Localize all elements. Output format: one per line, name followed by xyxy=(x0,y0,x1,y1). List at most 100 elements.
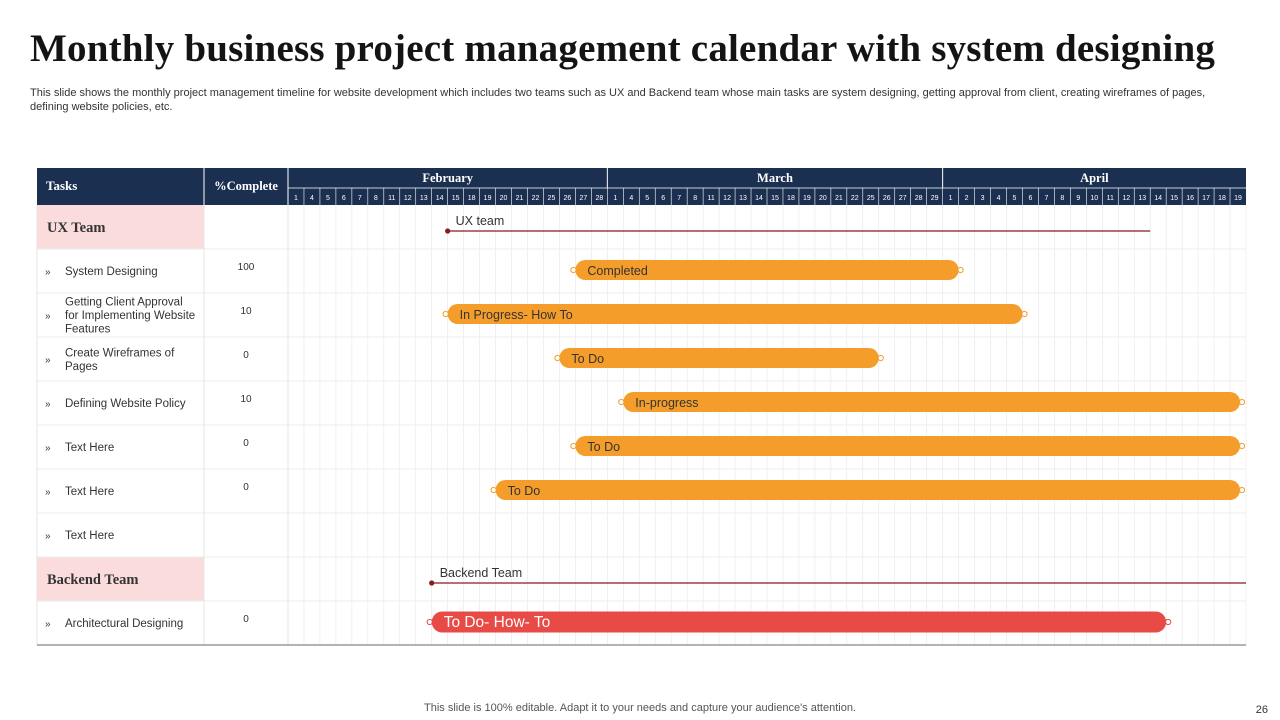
task-bar-end-handle xyxy=(1238,486,1246,494)
day-label: 28 xyxy=(915,195,923,202)
day-label: 27 xyxy=(579,195,587,202)
day-label: 8 xyxy=(693,195,697,202)
task-bar-label: Completed xyxy=(587,264,647,278)
day-label: 19 xyxy=(484,195,492,202)
day-label: 11 xyxy=(388,195,395,202)
day-label: 6 xyxy=(661,195,665,202)
team-timeline-label: Backend Team xyxy=(440,566,522,580)
group-cell-bg xyxy=(37,205,204,249)
day-label: 9 xyxy=(1076,195,1080,202)
day-label: 12 xyxy=(723,195,731,202)
task-bar xyxy=(575,260,959,280)
task-bar xyxy=(431,611,1167,633)
page-number: 26 xyxy=(1255,704,1268,716)
day-label: 18 xyxy=(787,195,795,202)
day-label: 15 xyxy=(1170,195,1178,202)
day-label: 25 xyxy=(548,195,556,202)
day-label: 13 xyxy=(739,195,747,202)
task-name: System Designing xyxy=(65,266,158,278)
task-bar-start-handle xyxy=(618,398,625,406)
day-label: 18 xyxy=(468,195,476,202)
task-percent: 0 xyxy=(243,438,249,449)
task-bar-start-handle xyxy=(490,486,497,494)
task-bar xyxy=(623,392,1240,412)
day-label: 18 xyxy=(1218,195,1226,202)
task-bullet: » xyxy=(45,399,51,410)
month-label: March xyxy=(757,171,793,185)
day-label: 15 xyxy=(452,195,460,202)
complete-header: %Complete xyxy=(214,179,278,193)
day-label: 5 xyxy=(1013,195,1017,202)
day-label: 20 xyxy=(819,195,827,202)
task-bar-start-handle xyxy=(570,442,577,450)
day-label: 13 xyxy=(1138,195,1146,202)
page-title: Monthly business project management cale… xyxy=(30,27,1216,70)
footer-note: This slide is 100% editable. Adapt it to… xyxy=(424,702,856,714)
task-bar-label: In-progress xyxy=(635,396,698,410)
day-label: 6 xyxy=(1028,195,1032,202)
task-percent: 0 xyxy=(243,482,249,493)
group-cell-bg xyxy=(37,557,204,601)
day-label: 4 xyxy=(997,195,1001,202)
day-label: 21 xyxy=(835,195,843,202)
day-label: 4 xyxy=(629,195,633,202)
task-bullet: » xyxy=(45,531,51,542)
task-bar-label: To Do xyxy=(571,352,604,366)
team-label: UX Team xyxy=(47,220,105,236)
task-bullet: » xyxy=(45,267,51,278)
day-label: 3 xyxy=(981,195,985,202)
day-label: 28 xyxy=(595,195,603,202)
month-label: April xyxy=(1080,171,1109,185)
task-bar xyxy=(575,436,1240,456)
day-label: 20 xyxy=(500,195,508,202)
day-label: 1 xyxy=(613,195,617,202)
day-label: 10 xyxy=(1090,195,1098,202)
day-label: 21 xyxy=(516,195,524,202)
task-bar-end-handle xyxy=(877,354,884,362)
day-label: 27 xyxy=(899,195,907,202)
team-timeline-start-dot xyxy=(429,580,435,586)
day-label: 7 xyxy=(358,195,362,202)
tasks-header: Tasks xyxy=(46,178,77,193)
day-label: 5 xyxy=(326,195,330,202)
task-bar-end-handle xyxy=(1165,618,1172,626)
team-timeline-label: UX team xyxy=(456,214,505,228)
task-percent: 100 xyxy=(238,262,255,273)
task-bar-label: To Do xyxy=(587,440,620,454)
day-label: 16 xyxy=(1186,195,1194,202)
day-label: 6 xyxy=(342,195,346,202)
task-bar-start-handle xyxy=(570,266,577,274)
task-name: Text Here xyxy=(65,442,114,454)
day-label: 13 xyxy=(420,195,428,202)
day-label: 19 xyxy=(1234,195,1242,202)
day-label: 17 xyxy=(1202,195,1210,202)
day-label: 14 xyxy=(436,195,444,202)
task-bar xyxy=(559,348,879,368)
task-name: Text Here xyxy=(65,486,114,498)
task-bar xyxy=(447,304,1023,324)
task-name: Create Wireframes of Pages xyxy=(65,347,175,373)
task-percent: 10 xyxy=(240,306,252,317)
day-label: 12 xyxy=(404,195,412,202)
day-label: 29 xyxy=(931,195,939,202)
day-label: 14 xyxy=(1154,195,1162,202)
task-bullet: » xyxy=(45,487,51,498)
task-bullet: » xyxy=(45,619,51,630)
day-label: 1 xyxy=(294,195,298,202)
day-label: 15 xyxy=(771,195,779,202)
task-bullet: » xyxy=(45,311,51,322)
day-label: 11 xyxy=(707,195,714,202)
day-label: 12 xyxy=(1122,195,1130,202)
task-bar-end-handle xyxy=(957,266,964,274)
task-bar-start-handle xyxy=(442,310,449,318)
task-bar-label: In Progress- How To xyxy=(460,308,573,322)
day-label: 22 xyxy=(532,195,540,202)
day-label: 19 xyxy=(803,195,811,202)
task-name: Text Here xyxy=(65,530,114,542)
day-label: 8 xyxy=(374,195,378,202)
task-percent: 10 xyxy=(240,394,252,405)
task-name: Getting Client Approval for Implementing … xyxy=(65,297,195,336)
day-label: 4 xyxy=(310,195,314,202)
day-label: 1 xyxy=(949,195,953,202)
page-subtitle: This slide shows the monthly project man… xyxy=(30,87,1206,113)
